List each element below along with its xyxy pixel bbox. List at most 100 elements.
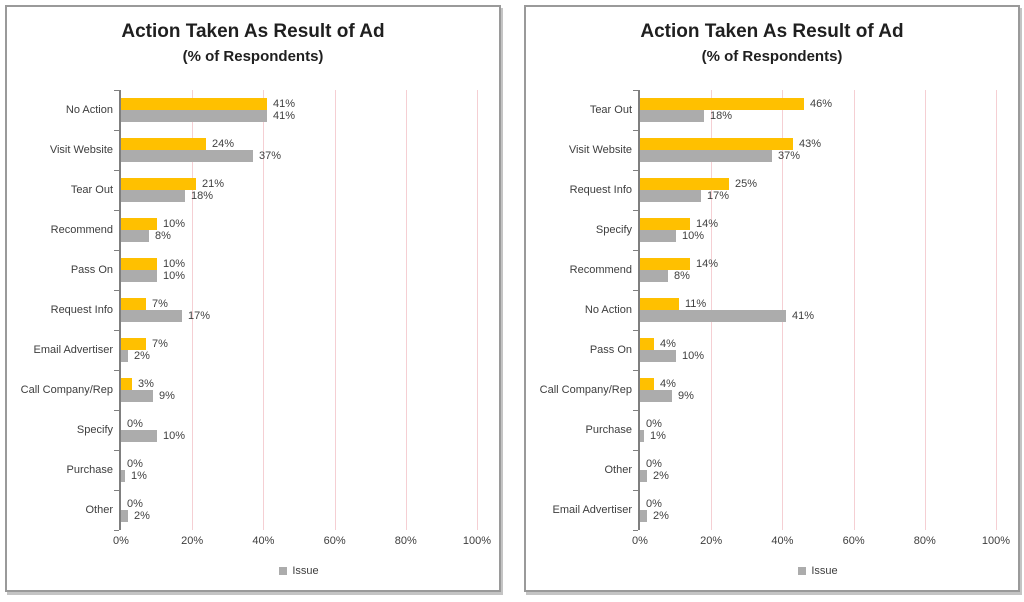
category-label: Specify [76,424,113,436]
gridline [853,90,855,530]
bar-group: 10% 10% [121,250,499,290]
data-label: 18% [191,190,214,202]
bar-group: 0% 10% [121,410,499,450]
axis-tickmark [633,170,638,171]
bar-row: Request Info 7% 17% [7,290,499,330]
category-label: Email Advertiser [552,504,632,516]
bar-row: Tear Out 21% 18% [7,170,499,210]
value-bar-primary [640,138,793,150]
category-label: Call Company/Rep [539,384,632,396]
data-label: 24% [212,138,235,150]
bar-row: Specify 0% 10% [7,410,499,450]
legend: Issue [121,563,477,579]
category-label: No Action [65,104,113,116]
value-bar-primary [121,298,146,310]
data-label: 37% [259,150,282,162]
x-tick-label: 20% [700,535,723,547]
bar-group: 0% 2% [640,490,1018,530]
value-bar-issue [121,350,128,362]
axis-tickmark [633,410,638,411]
bar-group: 0% 2% [640,450,1018,490]
chart-panel: Action Taken As Result of Ad (% of Respo… [5,5,501,592]
category-label: Call Company/Rep [20,384,113,396]
axis-tickmark [114,370,119,371]
value-bar-issue [640,310,786,322]
chart-panel: Action Taken As Result of Ad (% of Respo… [524,5,1020,592]
category-label: Request Info [569,184,632,196]
data-label: 10% [682,350,705,362]
data-label: 37% [778,150,801,162]
data-label: 46% [810,98,833,110]
category-label: Tear Out [70,184,113,196]
value-bar-issue [121,310,182,322]
gridline [263,90,265,530]
value-bar-primary [640,218,690,230]
axis-tickmark [114,410,119,411]
category-label: Recommend [50,224,113,236]
value-bar-issue [121,430,157,442]
bar-row: Pass On 10% 10% [7,250,499,290]
data-label: 3% [138,378,154,390]
bar-row: Request Info 25% 17% [526,170,1018,210]
axis-tickmark [114,290,119,291]
bar-row: Other 0% 2% [7,490,499,530]
data-label: 9% [678,390,694,402]
data-label: 14% [696,218,719,230]
data-label: 8% [674,270,690,282]
chart-title: Action Taken As Result of Ad [640,21,904,42]
bar-row: Purchase 0% 1% [526,410,1018,450]
x-tick-label: 60% [323,535,346,547]
bar-group: 25% 17% [640,170,1018,210]
chart-subtitle: (% of Respondents) [182,48,324,65]
value-bar-primary [121,218,157,230]
data-label: 0% [646,418,662,430]
value-bar-issue [121,190,185,202]
data-label: 10% [163,430,186,442]
category-label: Other [85,504,113,516]
value-bar-issue [640,270,668,282]
data-label: 41% [792,310,815,322]
category-label: Recommend [569,264,632,276]
bar-row: Call Company/Rep 4% 9% [526,370,1018,410]
gridline [192,90,194,530]
x-tick-label: 80% [394,535,417,547]
data-label: 0% [646,498,662,510]
value-bar-primary [121,258,157,270]
value-bar-primary [640,178,729,190]
axis-tickmark [633,130,638,131]
axis-tickmark [114,530,119,531]
bar-row: Email Advertiser 0% 2% [526,490,1018,530]
bar-rows: Tear Out 46% 18% Visit Website 43% 37% Request… [526,90,1018,530]
data-label: 11% [685,298,707,310]
value-bar-issue [121,110,267,122]
category-label: Request Info [50,304,113,316]
bar-row: Pass On 4% 10% [526,330,1018,370]
data-label: 41% [273,110,296,122]
gridline [924,90,926,530]
data-label: 14% [696,258,719,270]
category-label: Purchase [66,464,113,476]
x-tick-label: 0% [113,535,129,547]
bar-group: 4% 10% [640,330,1018,370]
chart-title: Action Taken As Result of Ad [121,21,385,42]
value-bar-issue [121,510,128,522]
data-label: 0% [127,458,143,470]
bar-group: 43% 37% [640,130,1018,170]
axis-tickmark [633,490,638,491]
bar-row: Purchase 0% 1% [7,450,499,490]
axis-tickmark [114,170,119,171]
axis-tickmark [633,370,638,371]
category-label: Visit Website [568,144,632,156]
data-label: 1% [650,430,666,442]
x-tick-label: 100% [981,535,1011,547]
data-label: 7% [152,338,168,350]
data-label: 4% [660,338,676,350]
bar-group: 46% 18% [640,90,1018,130]
data-label: 10% [163,218,186,230]
data-label: 9% [159,390,175,402]
gridline [334,90,336,530]
bar-group: 41% 41% [121,90,499,130]
bar-row: No Action 11% 41% [526,290,1018,330]
value-bar-issue [640,350,676,362]
data-label: 8% [155,230,171,242]
